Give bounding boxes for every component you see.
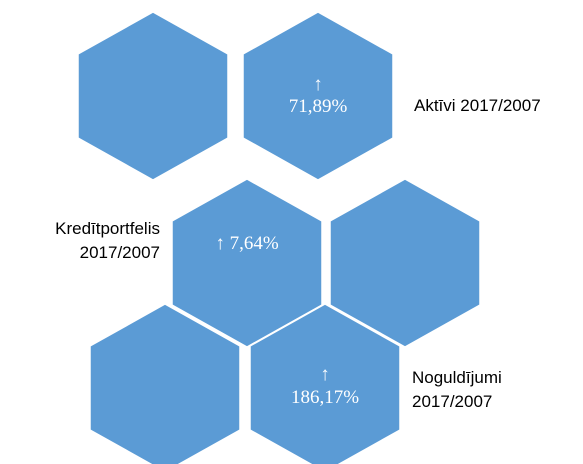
hexagon xyxy=(77,11,229,181)
label: Aktīvi 2017/2007 xyxy=(414,96,541,115)
label: Kredītportfelis xyxy=(55,219,160,238)
hexagon xyxy=(329,178,481,348)
hexagon xyxy=(242,11,394,181)
label: 2017/2007 xyxy=(412,392,492,411)
hexagon-text: ↑ 7,64% xyxy=(215,233,279,254)
hexagon-text: 186,17% xyxy=(291,387,359,408)
hexagon-text: 71,89% xyxy=(289,96,348,117)
hexagon xyxy=(89,303,241,464)
hexagon-text: ↑ xyxy=(320,364,330,385)
label: 2017/2007 xyxy=(80,243,160,262)
hexagon-text: ↑ xyxy=(313,74,323,95)
hexagon xyxy=(249,303,401,464)
label: Noguldījumi xyxy=(412,368,502,387)
hexagon xyxy=(171,178,323,348)
